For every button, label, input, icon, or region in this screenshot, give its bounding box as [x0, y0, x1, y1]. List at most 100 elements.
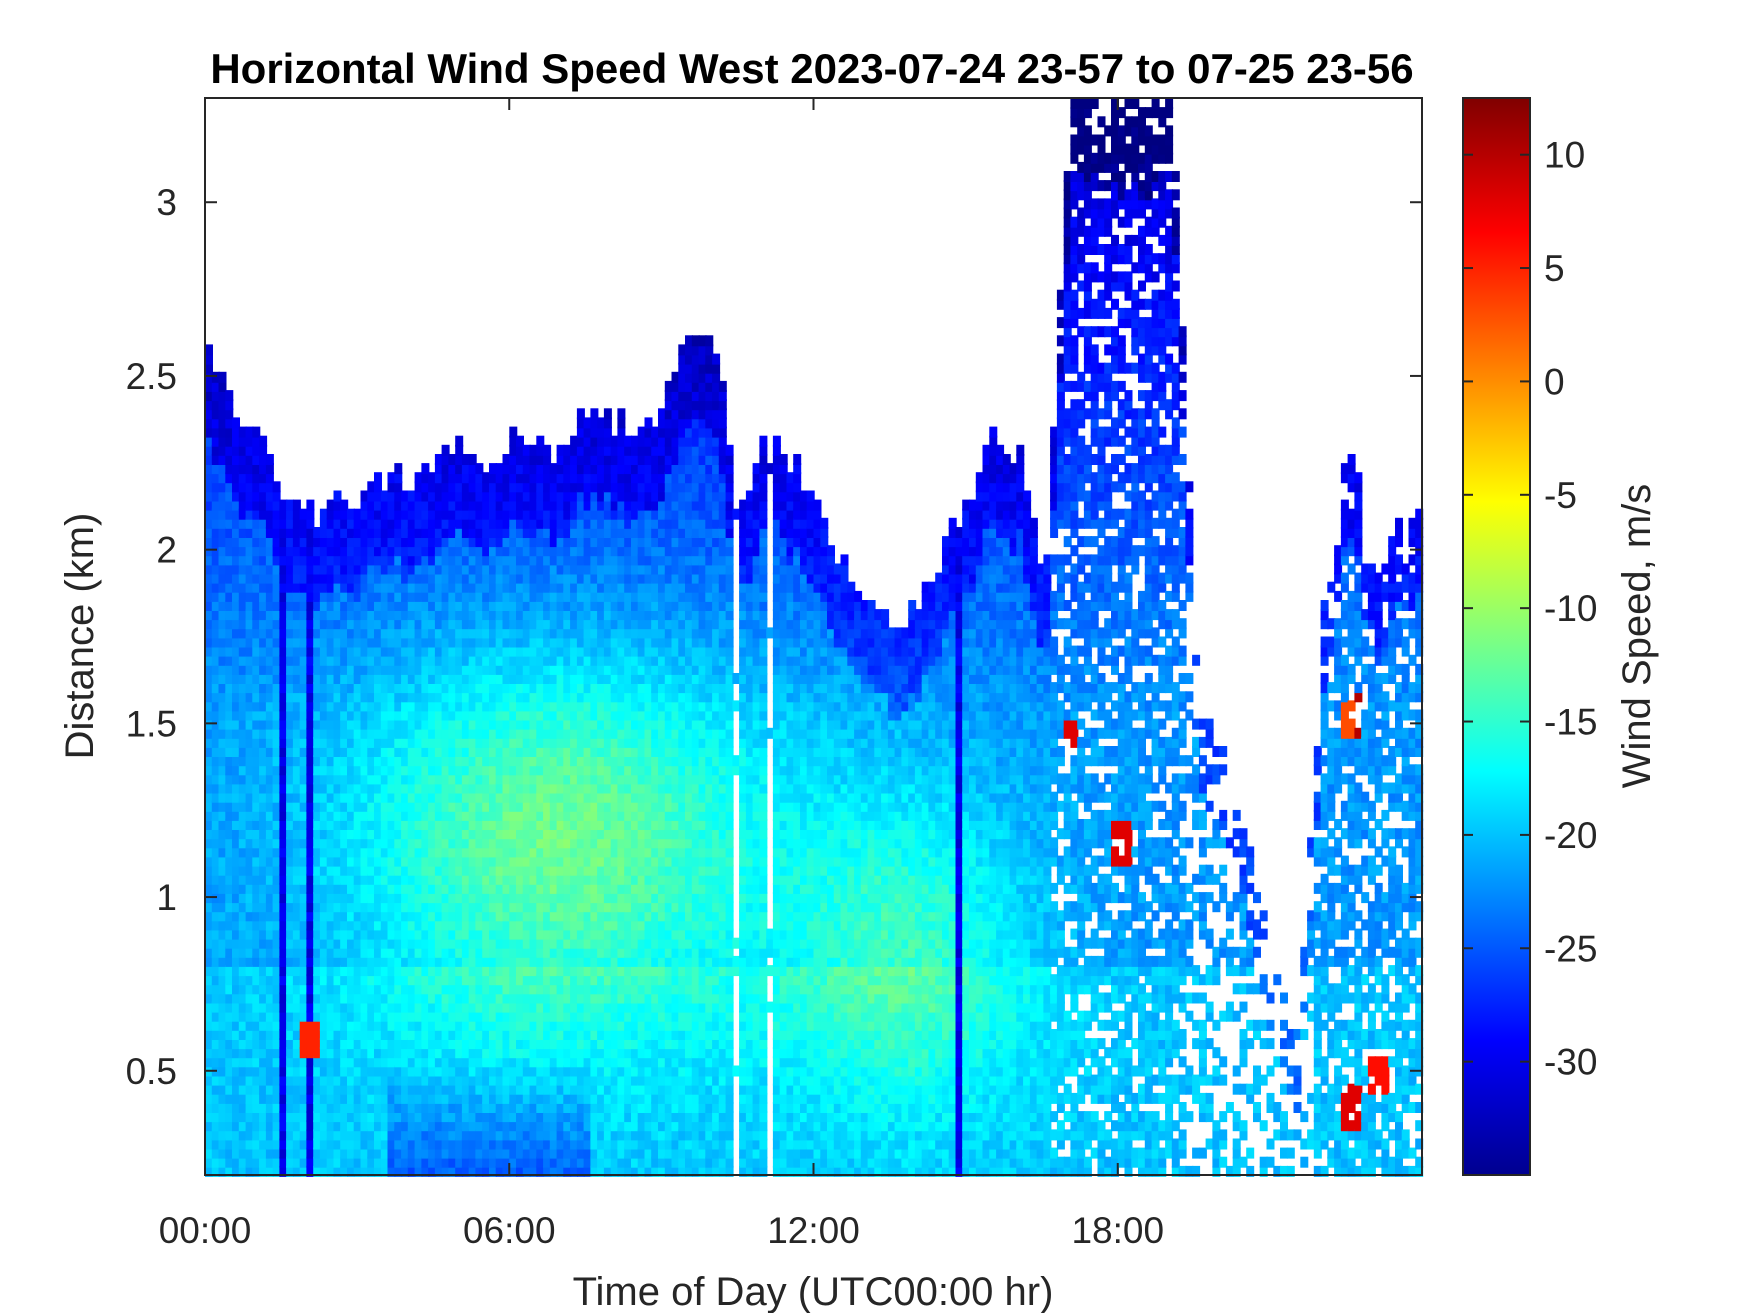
- heatmap-cell: [205, 636, 213, 648]
- heatmap-cell: [455, 1083, 464, 1095]
- heatmap-cell: [509, 1120, 518, 1132]
- heatmap-cell: [292, 892, 301, 904]
- heatmap-cell: [563, 645, 572, 657]
- heatmap-cell: [434, 1138, 443, 1150]
- heatmap-cell: [563, 700, 572, 712]
- heatmap-cell: [543, 691, 552, 703]
- heatmap-cell: [326, 499, 335, 511]
- heatmap-cell: [610, 800, 619, 812]
- heatmap-cell: [455, 791, 464, 803]
- heatmap-cell: [421, 1129, 430, 1141]
- heatmap-cell: [475, 1038, 484, 1050]
- heatmap-cell: [387, 1074, 396, 1086]
- heatmap-cell: [306, 1092, 315, 1104]
- heatmap-cell: [583, 563, 592, 575]
- heatmap-cell: [576, 1029, 585, 1040]
- heatmap-cell: [610, 682, 619, 694]
- heatmap-cell: [536, 1092, 545, 1104]
- heatmap-cell: [495, 645, 504, 657]
- heatmap-cell: [292, 855, 301, 867]
- heatmap-cell: [570, 508, 579, 520]
- heatmap-cell: [610, 1138, 619, 1150]
- heatmap-cell: [313, 691, 322, 703]
- heatmap-cell: [495, 1010, 504, 1022]
- heatmap-cell: [272, 1092, 281, 1104]
- heatmap-cell: [394, 1029, 403, 1040]
- heatmap-cell: [516, 527, 524, 538]
- heatmap-cell: [259, 846, 268, 858]
- heatmap-cell: [522, 700, 531, 712]
- heatmap-cell: [624, 974, 633, 986]
- heatmap-cell: [333, 563, 342, 575]
- heatmap-cell: [299, 1065, 308, 1077]
- heatmap-cell: [414, 691, 423, 703]
- heatmap-cell: [414, 636, 423, 648]
- heatmap-cell: [502, 1102, 511, 1113]
- heatmap-cell: [563, 472, 572, 484]
- heatmap-cell: [238, 809, 247, 821]
- heatmap-cell: [441, 755, 450, 767]
- heatmap-cell: [617, 782, 626, 794]
- heatmap-cell: [516, 700, 524, 712]
- heatmap-cell: [340, 709, 349, 721]
- heatmap-cell: [265, 755, 274, 767]
- heatmap-cell: [279, 892, 288, 904]
- heatmap-cell: [205, 791, 213, 803]
- heatmap-cell: [265, 1156, 274, 1168]
- heatmap-cell: [502, 846, 511, 858]
- heatmap-cell: [448, 1129, 457, 1141]
- heatmap-cell: [218, 1029, 227, 1040]
- heatmap-cell: [394, 636, 403, 648]
- heatmap-cell: [448, 828, 457, 840]
- heatmap-cell: [610, 919, 619, 931]
- heatmap-cell: [468, 1102, 477, 1113]
- heatmap-cell: [218, 764, 227, 776]
- heatmap-cell: [232, 828, 240, 840]
- heatmap-cell: [563, 992, 572, 1004]
- heatmap-cell: [617, 1056, 626, 1068]
- heatmap-cell: [549, 1111, 558, 1123]
- heatmap-cell: [570, 435, 579, 447]
- heatmap-cell: [272, 1065, 281, 1077]
- heatmap-cell: [502, 700, 511, 712]
- heatmap-cell: [232, 727, 240, 739]
- heatmap-cell: [563, 837, 572, 849]
- heatmap-cell: [407, 755, 416, 767]
- heatmap-cell: [516, 554, 524, 566]
- heatmap-cell: [238, 837, 247, 849]
- heatmap-cell: [603, 536, 612, 548]
- heatmap-cell: [448, 472, 457, 484]
- heatmap-cell: [441, 600, 450, 611]
- heatmap-cell: [570, 463, 579, 475]
- heatmap-cell: [407, 837, 416, 849]
- heatmap-cell: [225, 481, 234, 493]
- heatmap-cell: [238, 800, 247, 812]
- heatmap-cell: [205, 399, 213, 411]
- heatmap-cell: [421, 755, 430, 767]
- heatmap-cell: [299, 873, 308, 885]
- heatmap-cell: [259, 1038, 268, 1050]
- heatmap-cell: [360, 581, 369, 593]
- heatmap-cell: [380, 736, 389, 748]
- heatmap-cell: [414, 882, 423, 894]
- heatmap-cell: [306, 673, 315, 684]
- heatmap-cell: [495, 673, 504, 684]
- heatmap-cell: [522, 846, 531, 858]
- heatmap-cell: [259, 901, 268, 913]
- heatmap-cell: [353, 1102, 362, 1113]
- heatmap-cell: [407, 1092, 416, 1104]
- heatmap-cell: [211, 1074, 220, 1086]
- heatmap-cell: [380, 563, 389, 575]
- heatmap-cell: [299, 527, 308, 538]
- heatmap-cell: [272, 1019, 281, 1031]
- heatmap-cell: [624, 764, 633, 776]
- heatmap-cell: [428, 1165, 437, 1177]
- heatmap-cell: [434, 800, 443, 812]
- heatmap-cell: [326, 627, 335, 639]
- heatmap-cell: [434, 846, 443, 858]
- heatmap-cell: [536, 746, 545, 757]
- heatmap-cell: [299, 773, 308, 785]
- heatmap-cell: [333, 855, 342, 867]
- heatmap-cell: [428, 736, 437, 748]
- heatmap-cell: [549, 928, 558, 940]
